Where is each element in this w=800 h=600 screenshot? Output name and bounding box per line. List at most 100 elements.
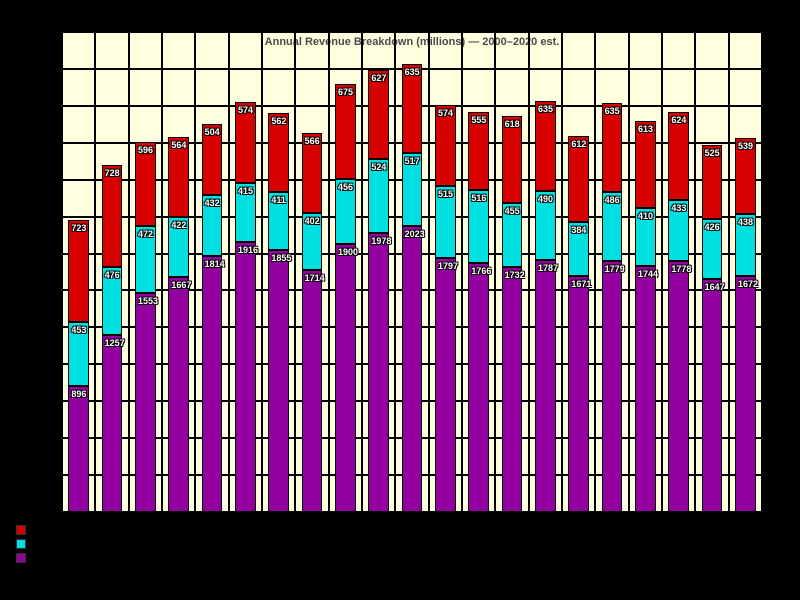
bar-16-seg-0: 1779 <box>602 261 623 512</box>
bar-18-seg-1: 433 <box>668 200 689 261</box>
bar-4-seg-0: 1814 <box>202 256 223 512</box>
bar-1-seg-1: 476 <box>102 267 123 334</box>
bar-2-seg-0-value: 1553 <box>138 296 155 306</box>
bar-12-seg-0-value: 1766 <box>471 266 488 276</box>
bar-17-seg-1-value: 410 <box>638 211 655 221</box>
bar-15-seg-2: 612 <box>568 136 589 222</box>
bar-13-seg-1-value: 455 <box>505 206 522 216</box>
bar-2: 1553472596 <box>135 142 156 512</box>
bar-1-seg-0: 1257 <box>102 335 123 512</box>
bar-7-seg-2-value: 566 <box>305 136 322 146</box>
bar-4: 1814 432 504 <box>202 124 223 512</box>
bar-20-seg-0: 1672 <box>735 276 756 512</box>
bar-5-seg-2-value: 574 <box>238 105 255 115</box>
legend-item-2 <box>16 552 32 566</box>
bar-15: 1671 384612 <box>568 135 589 512</box>
bar-0-seg-2-value: 723 <box>71 223 88 233</box>
bar-8-seg-1: 456 <box>335 179 356 243</box>
bar-1-seg-2-value: 728 <box>105 168 122 178</box>
chart-plot-area: Annual Revenue Breakdown (millions) — 20… <box>60 30 764 514</box>
bar-19-seg-2: 525 <box>702 145 723 219</box>
bar-19-seg-1: 426 <box>702 219 723 279</box>
bar-3: 1667422564 <box>168 137 189 512</box>
bar-12: 1766 516 555 <box>468 111 489 512</box>
bar-5: 1916415574 <box>235 102 256 512</box>
bar-19-seg-1-value: 426 <box>705 222 722 232</box>
bar-10-seg-2: 635 <box>402 64 423 154</box>
bar-11-seg-2-value: 574 <box>438 108 455 118</box>
bar-14-seg-1-value: 490 <box>538 194 555 204</box>
bar-9-seg-1-value: 524 <box>371 162 388 172</box>
bar-10-seg-1-value: 517 <box>405 156 422 166</box>
bar-20: 1672 438 539 <box>735 138 756 512</box>
chart-legend <box>16 524 32 566</box>
bar-17-seg-0-value: 1744 <box>638 269 655 279</box>
bar-7-seg-0: 1714 <box>302 270 323 512</box>
bar-7: 1714 402 566 <box>302 133 323 512</box>
bar-0: 896453723 <box>68 219 89 512</box>
bar-4-seg-2-value: 504 <box>205 127 222 137</box>
bar-1-seg-1-value: 476 <box>105 270 122 280</box>
bar-9-seg-2: 627 <box>368 70 389 159</box>
bar-14-seg-0-value: 1787 <box>538 263 555 273</box>
bar-4-seg-0-value: 1814 <box>205 259 222 269</box>
bar-6-seg-2: 562 <box>268 113 289 192</box>
bar-19-seg-0: 1647 <box>702 279 723 512</box>
bar-12-seg-1: 516 <box>468 190 489 263</box>
bar-19-seg-0-value: 1647 <box>705 282 722 292</box>
bar-1: 1257 476 728 <box>102 165 123 512</box>
bar-6-seg-2-value: 562 <box>271 116 288 126</box>
bar-4-seg-1: 432 <box>202 195 223 256</box>
bar-18-seg-0: 1778 <box>668 261 689 512</box>
bar-7-seg-1: 402 <box>302 213 323 270</box>
bar-20-seg-2-value: 539 <box>738 141 755 151</box>
bar-1-seg-2: 728 <box>102 165 123 268</box>
bar-16-seg-0-value: 1779 <box>605 264 622 274</box>
bar-14-seg-2: 635 <box>535 101 556 191</box>
bar-14: 1787 490 635 <box>535 101 556 512</box>
bar-20-seg-2: 539 <box>735 138 756 214</box>
bar-5-seg-2: 574 <box>235 102 256 183</box>
bar-5-seg-0: 1916 <box>235 242 256 512</box>
bar-15-seg-0-value: 1671 <box>571 279 588 289</box>
bar-7-seg-0-value: 1714 <box>305 273 322 283</box>
bar-18-seg-0-value: 1778 <box>671 264 688 274</box>
bar-12-seg-2: 555 <box>468 112 489 190</box>
bar-11-seg-1-value: 515 <box>438 189 455 199</box>
bar-3-seg-1: 422 <box>168 217 189 277</box>
bar-0-seg-0-value: 896 <box>71 389 88 399</box>
bar-16-seg-2: 635 <box>602 103 623 193</box>
bar-12-seg-2-value: 555 <box>471 115 488 125</box>
bar-6-seg-1: 411 <box>268 192 289 250</box>
bar-10-seg-2-value: 635 <box>405 67 422 77</box>
bar-11: 1797515574 <box>435 105 456 512</box>
bar-13: 1732455618 <box>502 116 523 512</box>
bar-6-seg-0: 1855 <box>268 250 289 512</box>
bar-0-seg-2: 723 <box>68 220 89 322</box>
bar-15-seg-1: 384 <box>568 222 589 276</box>
bar-9-seg-2-value: 627 <box>371 73 388 83</box>
bar-20-seg-0-value: 1672 <box>738 279 755 289</box>
bar-20-seg-1: 438 <box>735 214 756 276</box>
bar-12-seg-1-value: 516 <box>471 193 488 203</box>
bar-8-seg-2-value: 675 <box>338 87 355 97</box>
bar-16-seg-1-value: 486 <box>605 195 622 205</box>
bar-13-seg-2-value: 618 <box>505 119 522 129</box>
bar-16: 1779 486 635 <box>602 103 623 512</box>
bar-17-seg-0: 1744 <box>635 266 656 512</box>
bar-2-seg-2-value: 596 <box>138 145 155 155</box>
bar-10-seg-0: 2023 <box>402 226 423 512</box>
bar-13-seg-2: 618 <box>502 116 523 203</box>
bar-18-seg-1-value: 433 <box>671 203 688 213</box>
bar-17-seg-2-value: 613 <box>638 124 655 134</box>
bar-8-seg-0: 1900 <box>335 244 356 512</box>
bar-18-seg-2: 624 <box>668 112 689 200</box>
bar-18-seg-2-value: 624 <box>671 115 688 125</box>
bar-6-seg-1-value: 411 <box>271 195 288 205</box>
bar-4-seg-2: 504 <box>202 124 223 195</box>
legend-item-0 <box>16 524 32 538</box>
bar-19-seg-2-value: 525 <box>705 148 722 158</box>
bar-17-seg-2: 613 <box>635 121 656 208</box>
chart-title: Annual Revenue Breakdown (millions) — 20… <box>62 36 762 48</box>
bar-4-seg-1-value: 432 <box>205 198 222 208</box>
